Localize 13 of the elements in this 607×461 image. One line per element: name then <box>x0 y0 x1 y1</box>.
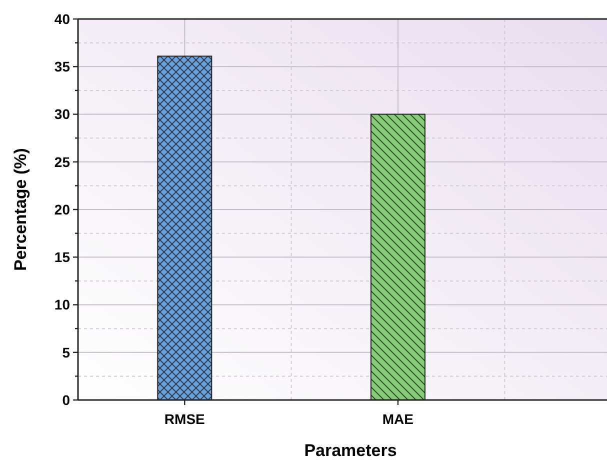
y-tick-label: 0 <box>62 392 70 408</box>
y-tick-label: 25 <box>54 154 70 170</box>
x-axis-title: Parameters <box>304 441 397 460</box>
y-tick-label: 40 <box>54 10 70 27</box>
y-tick-label: 15 <box>54 249 70 266</box>
y-tick-label: 30 <box>54 106 70 122</box>
x-tick-label: MAE <box>382 411 414 427</box>
y-tick-label: 35 <box>54 58 70 75</box>
y-axis-title: Percentage (%) <box>11 148 30 271</box>
y-tick-label: 20 <box>54 201 70 218</box>
y-tick-label: 5 <box>62 344 70 360</box>
y-tick-label: 10 <box>54 296 70 313</box>
x-tick-label: RMSE <box>164 411 205 427</box>
